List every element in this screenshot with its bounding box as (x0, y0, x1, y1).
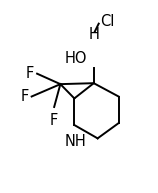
Text: HO: HO (65, 51, 88, 66)
Text: Cl: Cl (100, 14, 114, 29)
Text: F: F (26, 66, 34, 81)
Text: NH: NH (65, 134, 87, 149)
Text: F: F (20, 89, 29, 104)
Text: H: H (88, 27, 99, 42)
Text: F: F (50, 113, 58, 128)
